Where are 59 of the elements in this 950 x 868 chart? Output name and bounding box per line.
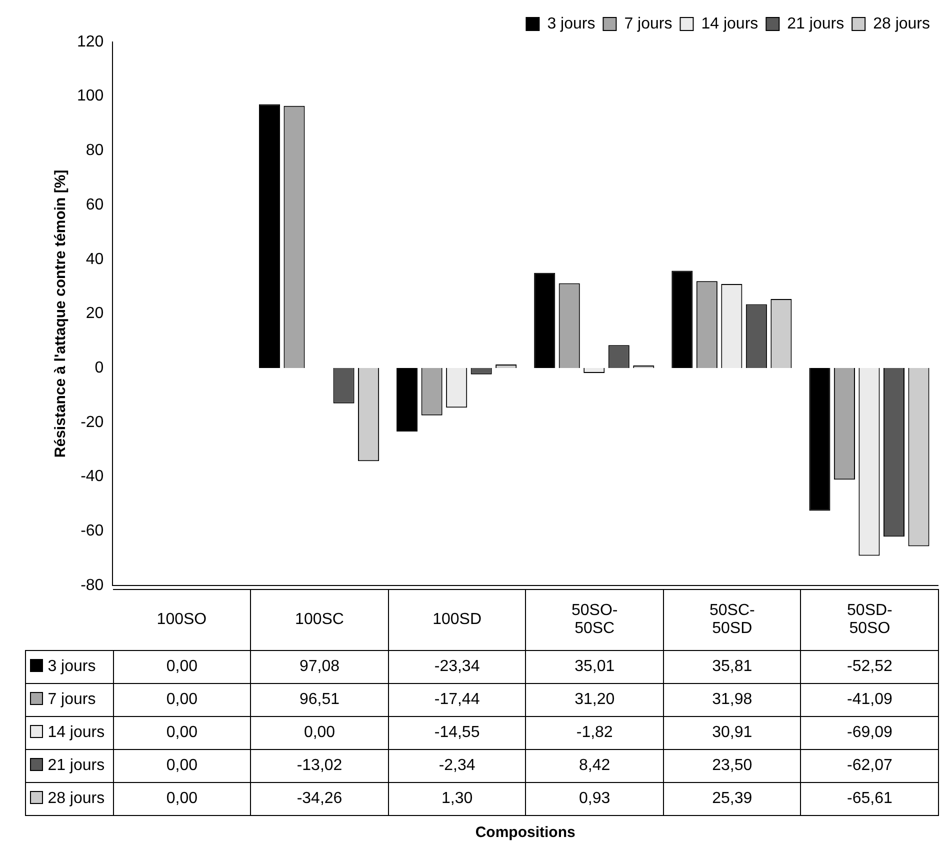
data-label: -13,02 bbox=[250, 750, 388, 783]
data-label: 0,00 bbox=[113, 684, 251, 717]
data-label: 0,00 bbox=[113, 716, 251, 750]
text: Compositions bbox=[474, 824, 576, 842]
text: 14 jours bbox=[48, 724, 105, 742]
data-label: 0,93 bbox=[526, 782, 664, 816]
data-label: 25,39 bbox=[663, 782, 801, 816]
y-tick-label: 80 bbox=[86, 142, 104, 160]
data-label: 0,00 bbox=[113, 650, 251, 684]
data-label: 0,00 bbox=[113, 782, 251, 816]
y-tick-label: -40 bbox=[80, 468, 104, 486]
data-label: -69,09 bbox=[800, 716, 938, 750]
data-label: 0,00 bbox=[113, 750, 251, 783]
data-label: 35,01 bbox=[526, 650, 664, 684]
x-tick-label: 100SC bbox=[250, 590, 388, 651]
data-label: 1,30 bbox=[388, 782, 526, 816]
y-axis-title: Résistance à l'attaque contre témoin [%] bbox=[52, 170, 70, 458]
data-label: -65,61 bbox=[800, 782, 938, 816]
y-tick-label: 40 bbox=[86, 250, 104, 268]
text: 7 jours bbox=[48, 691, 96, 708]
data-label: -14,55 bbox=[388, 716, 526, 750]
x-tick-label: 50SC-50SD bbox=[663, 590, 801, 651]
y-tick-label: -20 bbox=[80, 414, 104, 431]
y-tick-label: 20 bbox=[86, 305, 104, 322]
legend-label: 28 jours bbox=[873, 15, 930, 32]
data-label: 30,91 bbox=[663, 716, 801, 750]
x-tick-label: 50SO-50SC bbox=[526, 590, 664, 651]
text: 28 jours bbox=[48, 790, 105, 808]
y-tick-label: 100 bbox=[76, 88, 104, 105]
data-label: 31,98 bbox=[663, 684, 801, 717]
data-label: -1,82 bbox=[526, 716, 664, 750]
y-tick-label: 120 bbox=[76, 33, 104, 50]
text: 21 jours bbox=[48, 757, 105, 774]
legend-label: 14 jours bbox=[701, 15, 758, 32]
x-tick-label: 100SD bbox=[388, 590, 526, 651]
data-label: -62,07 bbox=[800, 750, 938, 783]
x-tick-label: 100SO bbox=[113, 590, 251, 651]
y-tick-label: 60 bbox=[86, 196, 104, 214]
text: 3 jours bbox=[48, 658, 96, 676]
data-label: 35,81 bbox=[663, 650, 801, 684]
data-label: -34,26 bbox=[250, 782, 388, 816]
data-label: 97,08 bbox=[250, 650, 388, 684]
data-label: 31,20 bbox=[526, 684, 664, 717]
data-label: -41,09 bbox=[800, 684, 938, 717]
data-label: -23,34 bbox=[388, 650, 526, 684]
y-tick-label: -60 bbox=[80, 522, 104, 540]
x-tick-label: 50SD-50SO bbox=[800, 590, 938, 651]
y-tick-label: 0 bbox=[94, 359, 104, 376]
data-label: 8,42 bbox=[526, 750, 664, 783]
data-label: -52,52 bbox=[800, 650, 938, 684]
data-label: 0,00 bbox=[250, 716, 388, 750]
y-tick-label: -80 bbox=[80, 576, 104, 594]
legend-label: 7 jours bbox=[624, 15, 672, 32]
legend-label: 3 jours bbox=[547, 15, 596, 32]
data-label: -2,34 bbox=[388, 750, 526, 783]
data-label: 96,51 bbox=[250, 684, 388, 717]
data-label: -17,44 bbox=[388, 684, 526, 717]
legend-label: 21 jours bbox=[787, 15, 844, 32]
data-label: 23,50 bbox=[663, 750, 801, 783]
